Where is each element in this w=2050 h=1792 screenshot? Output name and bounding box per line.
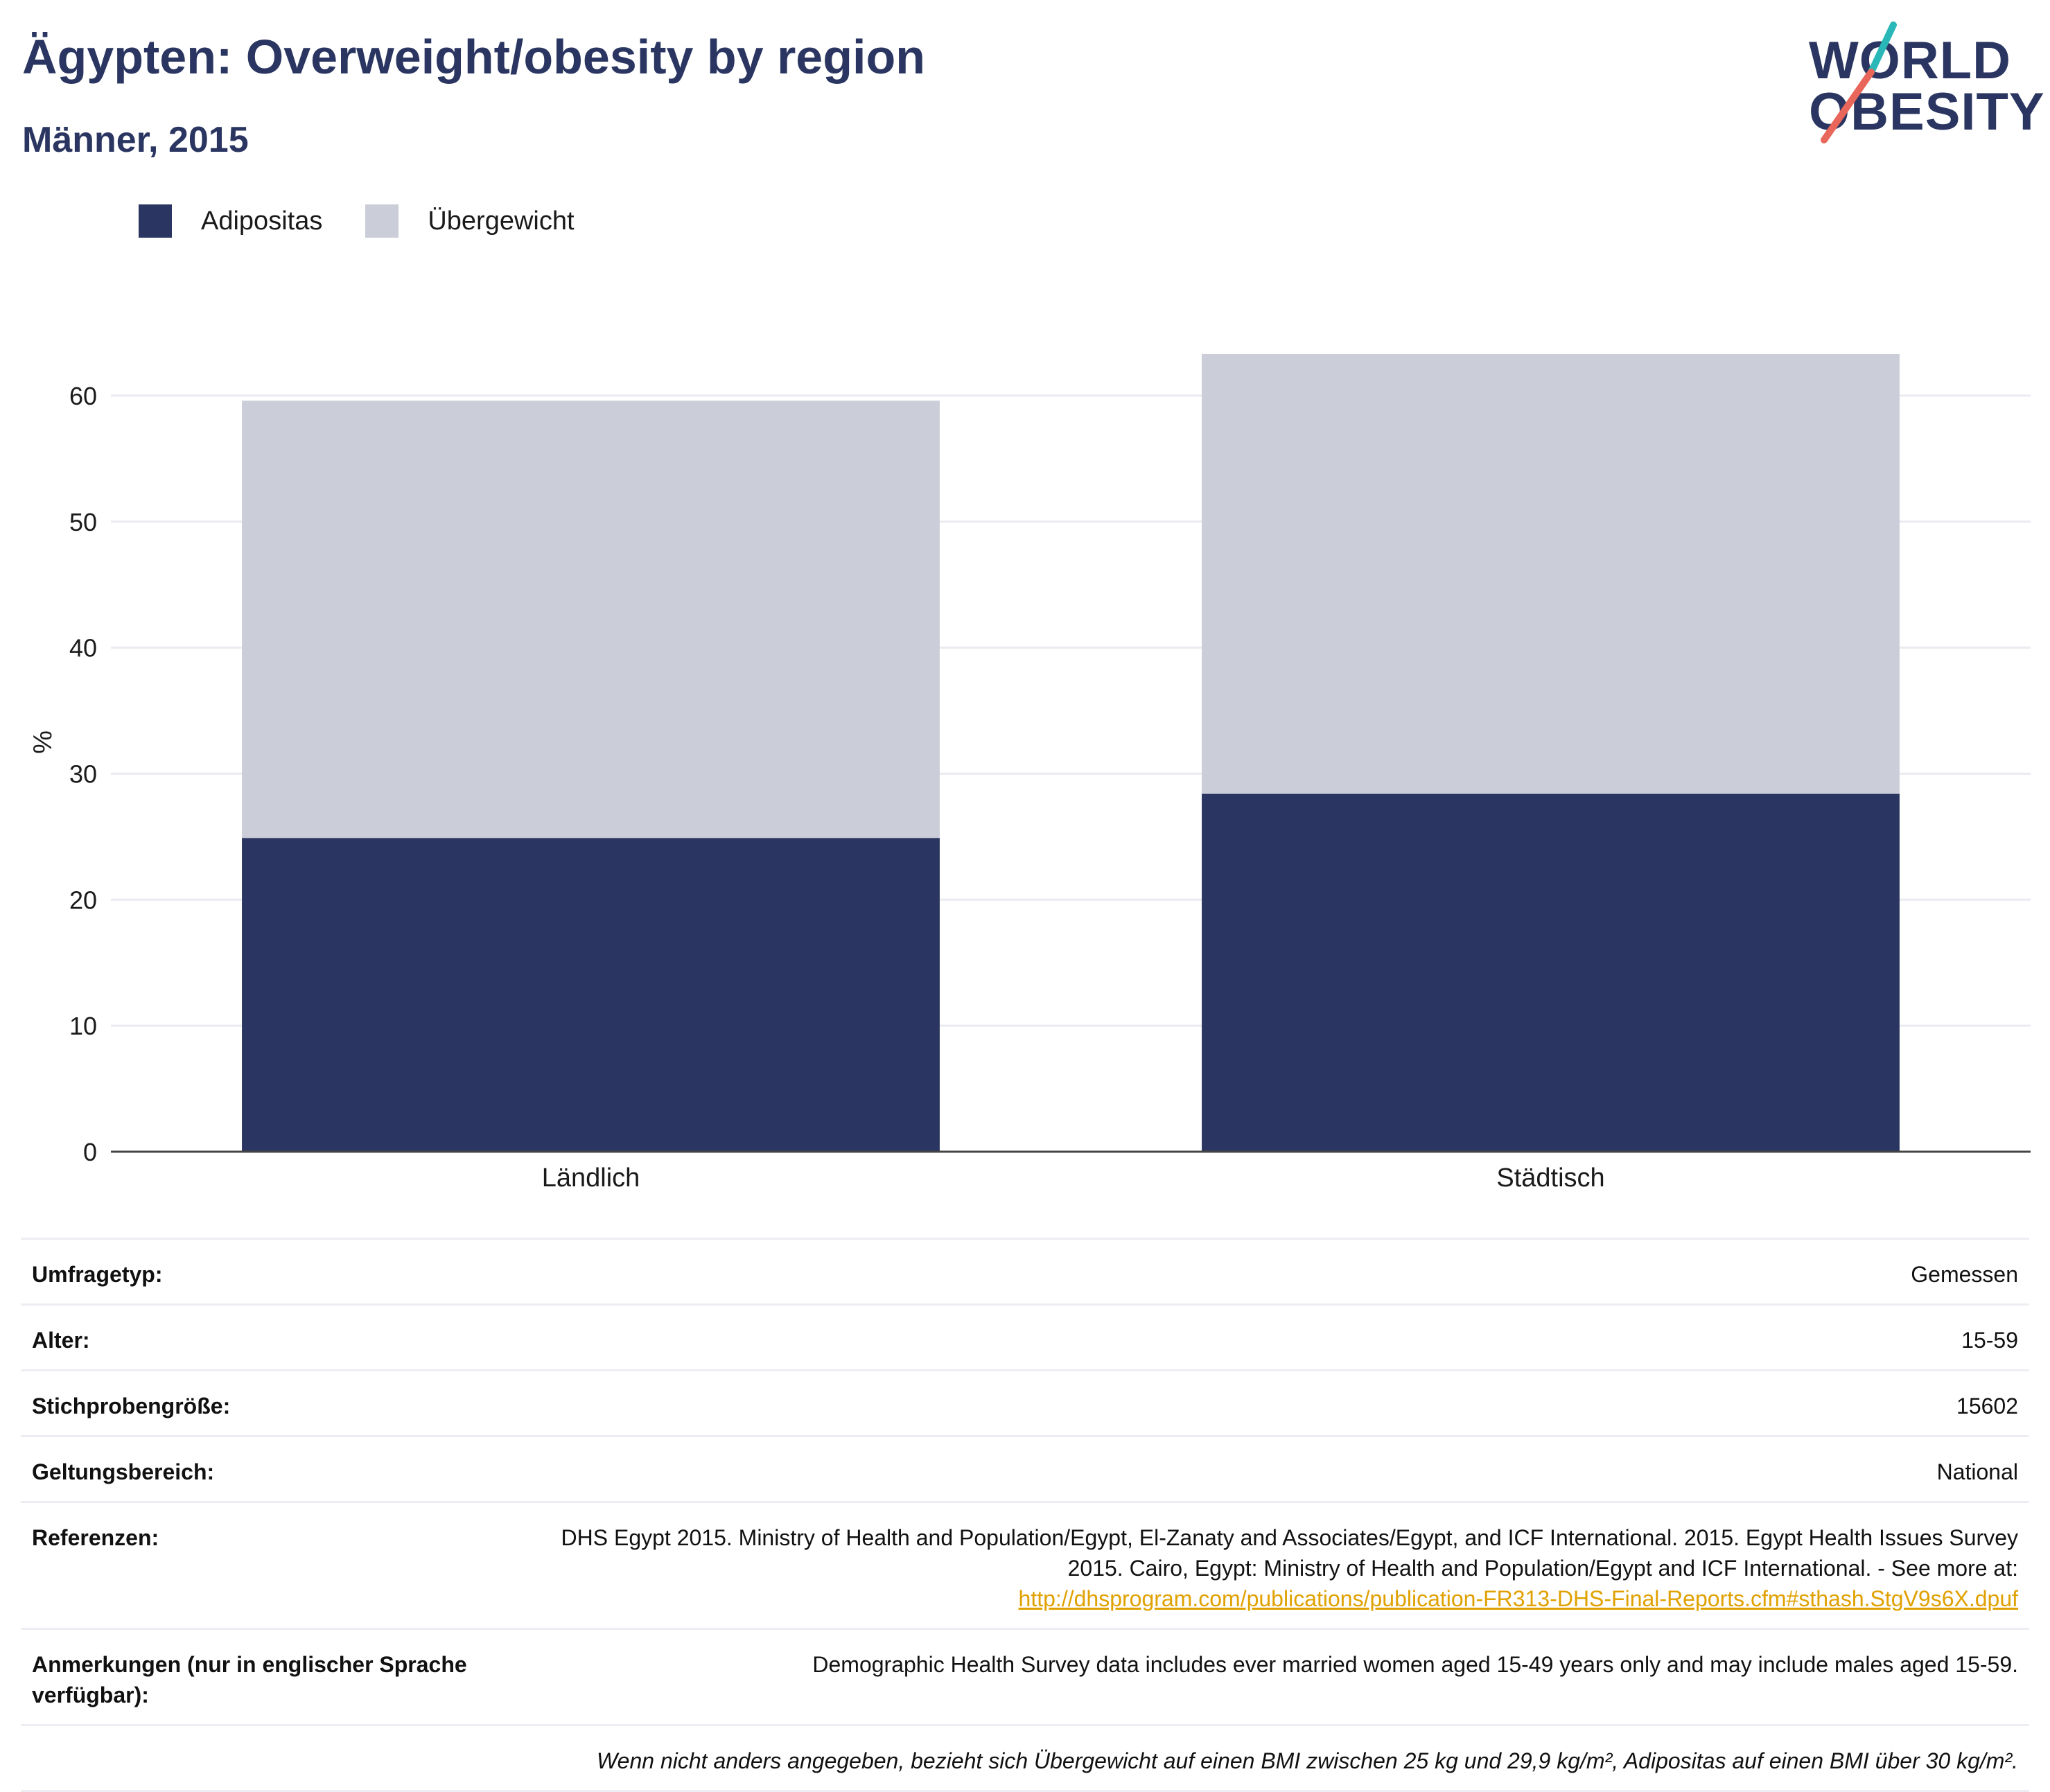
bar--bergewicht-1 [1202, 353, 1900, 794]
y-tick-label: 60 [69, 382, 97, 410]
bar-chart: 0 10 20 30 40 50 60 Ländlich Städtisch% [28, 353, 2031, 1193]
y-axis-label: % [28, 730, 58, 754]
bar-adipositas-0 [242, 838, 940, 1152]
page-subtitle: Männer, 2015 [22, 120, 249, 160]
bar--bergewicht-0 [242, 401, 940, 838]
legend-swatch-uebergewicht [365, 204, 399, 238]
page-title: Ägypten: Overweight/obesity by region [22, 30, 925, 84]
legend-item-adipositas[interactable]: Adipositas [139, 204, 322, 238]
logo-text-line2: OBESITY [1809, 82, 2045, 141]
legend-label-uebergewicht: Übergewicht [428, 206, 575, 236]
info-key: Alter: [32, 1328, 90, 1353]
info-row-age: Alter: 15-59 [21, 1303, 2029, 1369]
info-value: Demographic Health Survey data includes … [812, 1652, 2018, 1677]
info-value: Gemessen [1911, 1262, 2018, 1287]
info-row-survey-type: Umfragetyp: Gemessen [21, 1238, 2029, 1303]
y-tick-label: 0 [83, 1138, 97, 1166]
x-tick-label: Ländlich [542, 1163, 640, 1193]
info-row-notes: Anmerkungen (nur in englischer Sprache v… [21, 1628, 2029, 1724]
info-row-sample-size: Stichprobengröße: 15602 [21, 1369, 2029, 1435]
info-row-footnote: Wenn nicht anders angegeben, bezieht sic… [21, 1724, 2029, 1792]
legend-swatch-adipositas [139, 204, 172, 238]
y-tick-label: 20 [69, 886, 97, 914]
info-value: DHS Egypt 2015. Ministry of Health and P… [559, 1522, 2018, 1614]
reference-text: DHS Egypt 2015. Ministry of Health and P… [561, 1525, 2018, 1581]
y-tick-label: 50 [69, 508, 97, 536]
info-table: Umfragetyp: Gemessen Alter: 15-59 Stichp… [21, 1238, 2029, 1792]
x-tick-label: Städtisch [1496, 1163, 1604, 1193]
y-tick-label: 10 [69, 1012, 97, 1040]
logo-text-line1: WORLD [1809, 31, 2012, 90]
legend-label-adipositas: Adipositas [201, 206, 323, 236]
info-value: 15-59 [1961, 1328, 2018, 1353]
chart-legend: Adipositas Übergewicht [139, 204, 617, 238]
reference-link[interactable]: http://dhsprogram.com/publications/publi… [1018, 1586, 2018, 1611]
info-key: Umfragetyp: [32, 1262, 163, 1287]
bmi-footnote: Wenn nicht anders angegeben, bezieht sic… [597, 1748, 2018, 1773]
info-key: Referenzen: [32, 1525, 159, 1550]
y-tick-label: 30 [69, 759, 97, 788]
info-key: Geltungsbereich: [32, 1459, 215, 1484]
legend-item-uebergewicht[interactable]: Übergewicht [365, 204, 575, 238]
y-tick-label: 40 [69, 634, 97, 662]
info-key: Anmerkungen (nur in englischer Sprache v… [32, 1652, 467, 1707]
info-row-coverage: Geltungsbereich: National [21, 1435, 2029, 1501]
info-value: National [1936, 1459, 2018, 1484]
info-value: 15602 [1956, 1394, 2018, 1418]
world-obesity-logo: WORLD OBESITY [1809, 21, 2044, 146]
info-row-references: Referenzen: DHS Egypt 2015. Ministry of … [21, 1501, 2029, 1628]
logo-slash-icon [1821, 21, 1897, 143]
info-key: Stichprobengröße: [32, 1394, 231, 1418]
bar-adipositas-1 [1202, 793, 1900, 1152]
